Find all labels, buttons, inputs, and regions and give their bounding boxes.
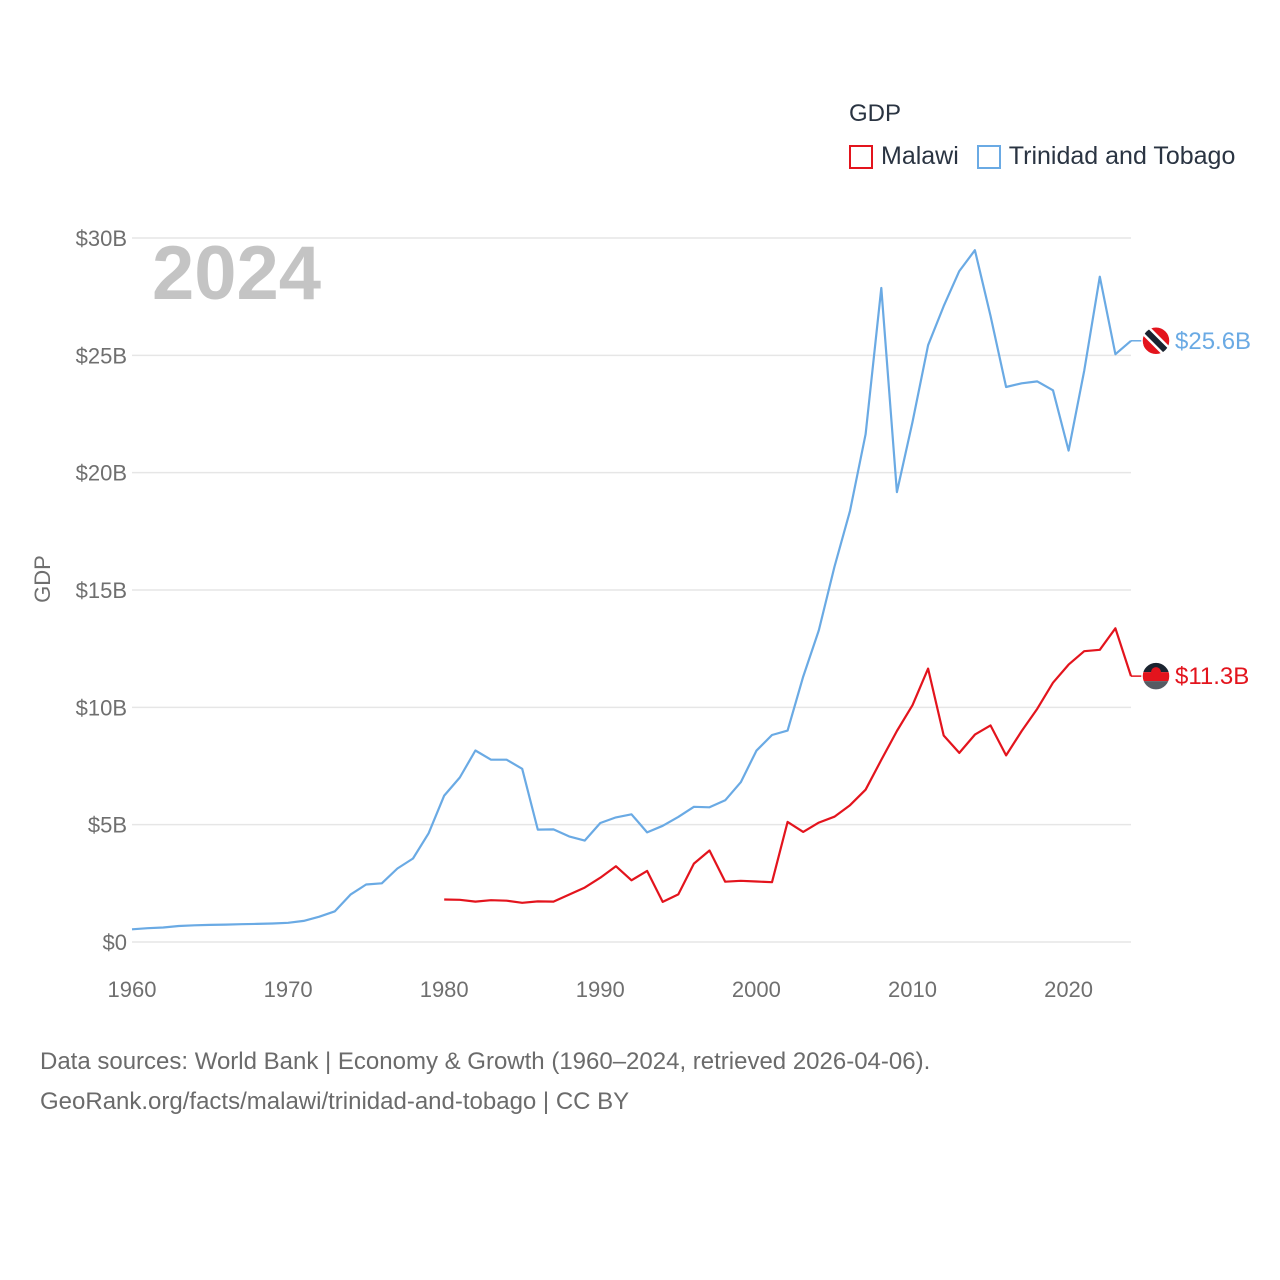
end-label-malawi: $11.3B — [1175, 663, 1249, 690]
y-tick-label-5: $5B — [88, 813, 127, 838]
x-tick-label-1970: 1970 — [264, 977, 313, 1002]
y-tick-label-30: $30B — [76, 226, 127, 251]
footer: Data sources: World Bank | Economy & Gro… — [40, 1042, 930, 1122]
y-tick-label-0: $0 — [103, 930, 127, 955]
y-tick-label-20: $20B — [76, 461, 127, 486]
legend-item-trinidad[interactable]: Trinidad and Tobago — [976, 142, 1236, 171]
series-line-malawi[interactable] — [444, 627, 1133, 904]
gridlines — [132, 237, 1131, 943]
legend-item-malawi[interactable]: Malawi — [849, 142, 959, 171]
legend-label-malawi: Malawi — [881, 142, 959, 170]
y-tick-label-25: $25B — [76, 343, 127, 368]
y-axis-ticks: $0 $5B $10B $15B $20B $25B $30B — [76, 226, 127, 955]
legend: Malawi Trinidad and Tobago — [849, 142, 1253, 171]
malawi-flag-icon — [1141, 661, 1171, 691]
x-tick-label-1960: 1960 — [108, 977, 157, 1002]
x-tick-label-2020: 2020 — [1044, 977, 1093, 1002]
x-tick-label-1980: 1980 — [420, 977, 469, 1002]
series-line-trinidad[interactable] — [131, 249, 1132, 931]
x-tick-label-2000: 2000 — [732, 977, 781, 1002]
end-label-trinidad: $25.6B — [1175, 328, 1251, 355]
series-lines — [131, 249, 1133, 931]
end-markers: $11.3B $25.6B — [1131, 326, 1251, 691]
legend-label-trinidad: Trinidad and Tobago — [1008, 142, 1236, 170]
footer-link[interactable]: GeoRank.org/facts/malawi/trinidad-and-to… — [40, 1088, 630, 1115]
year-label: 2024 — [152, 231, 322, 316]
legend-swatch-malawi — [849, 144, 873, 169]
footer-sources: Data sources: World Bank | Economy & Gro… — [40, 1048, 931, 1075]
y-tick-label-15: $15B — [76, 578, 127, 603]
legend-swatch-trinidad — [976, 144, 1001, 169]
y-tick-label-10: $10B — [76, 695, 127, 720]
trinidad-flag-icon — [1141, 326, 1171, 356]
x-tick-label-1990: 1990 — [576, 977, 625, 1002]
x-axis-ticks: 1960 1970 1980 1990 2000 2010 2020 — [108, 977, 1094, 1002]
legend-title: GDP — [849, 100, 902, 127]
y-axis-title: GDP — [30, 555, 55, 603]
x-tick-label-2010: 2010 — [888, 977, 937, 1002]
